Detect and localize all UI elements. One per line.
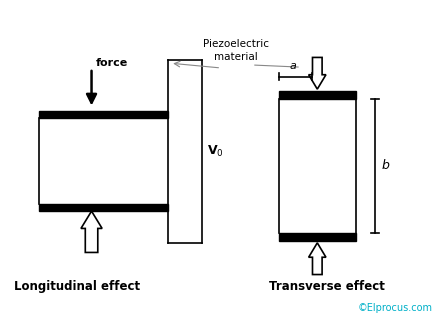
Bar: [279, 91, 356, 99]
Bar: [39, 111, 168, 118]
Text: b: b: [382, 160, 389, 172]
Text: Transverse effect: Transverse effect: [269, 280, 385, 293]
Text: Longitudinal effect: Longitudinal effect: [14, 280, 140, 293]
Bar: [39, 205, 168, 211]
Text: force: force: [95, 58, 127, 68]
Bar: [279, 233, 356, 241]
Text: a: a: [290, 61, 297, 71]
Text: V$_0$: V$_0$: [207, 144, 224, 159]
Text: ©Elprocus.com: ©Elprocus.com: [357, 303, 432, 313]
Text: Piezoelectric
material: Piezoelectric material: [202, 39, 269, 62]
